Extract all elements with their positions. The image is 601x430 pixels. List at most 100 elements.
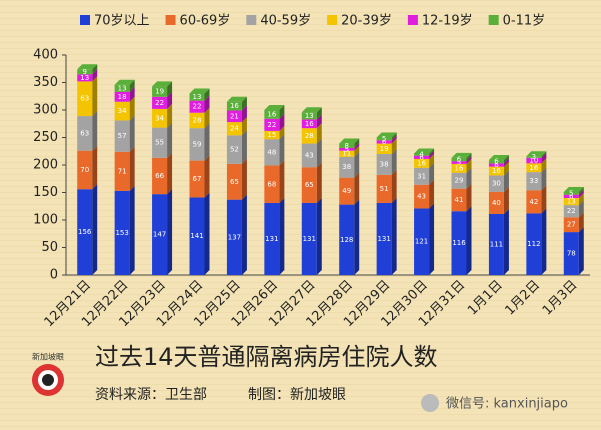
bar-side — [129, 86, 135, 102]
value-label: 28 — [193, 116, 202, 124]
bar-top — [488, 155, 509, 161]
value-label: 11 — [342, 150, 351, 158]
bar — [152, 194, 168, 275]
bar-side — [129, 115, 135, 152]
value-label: 31 — [417, 172, 426, 180]
bar-side — [429, 148, 435, 156]
bar — [451, 161, 467, 164]
bar — [114, 151, 130, 191]
bar — [414, 184, 430, 209]
bar-side — [92, 184, 98, 275]
y-tick-label: 100 — [33, 213, 58, 228]
value-label: 131 — [377, 235, 390, 243]
value-label: 141 — [190, 232, 203, 240]
bar-top — [301, 107, 322, 113]
value-label: 34 — [118, 107, 127, 115]
value-label: 3 — [532, 153, 536, 161]
bar-side — [578, 227, 584, 275]
bar — [301, 128, 317, 144]
bar-side — [241, 105, 247, 123]
legend-label: 12-19岁 — [422, 14, 473, 29]
bar — [226, 101, 242, 111]
value-label: 65 — [230, 178, 239, 186]
y-tick-label: 350 — [33, 75, 58, 90]
value-label: 78 — [567, 250, 576, 258]
bar-side — [354, 199, 360, 275]
value-label: 6 — [494, 161, 499, 169]
value-label: 13 — [118, 84, 127, 92]
y-tick-label: 300 — [33, 103, 58, 118]
bar-side — [391, 135, 397, 144]
legend-swatch — [246, 15, 257, 25]
bar — [376, 154, 392, 175]
value-label: 6 — [419, 153, 424, 161]
value-label: 48 — [267, 148, 276, 156]
bar-side — [354, 138, 360, 148]
bar-side — [503, 158, 509, 167]
bar-side — [316, 162, 322, 203]
y-tick-label: 400 — [33, 48, 58, 63]
value-label: 6 — [494, 158, 499, 166]
bar-side — [204, 155, 210, 198]
bar-side — [429, 203, 435, 275]
value-label: 55 — [155, 139, 164, 147]
bar — [339, 204, 355, 275]
bar-side — [354, 151, 360, 178]
bar — [339, 150, 355, 157]
value-label: 137 — [228, 233, 241, 241]
bar — [526, 190, 542, 214]
bar-side — [466, 206, 472, 275]
credit: 制图：新加坡眼 — [248, 387, 346, 403]
bar-side — [279, 113, 285, 131]
logo-text: 新加坡眼 — [32, 352, 64, 362]
value-label: 19 — [155, 88, 164, 96]
bar-side — [204, 95, 210, 113]
bar-side — [204, 123, 210, 161]
bar-side — [279, 197, 285, 275]
bar — [563, 198, 579, 206]
bar — [152, 108, 168, 128]
logo: 新加坡眼 — [32, 352, 64, 396]
bar — [414, 153, 430, 156]
bar-side — [503, 208, 509, 275]
bar-side — [279, 105, 285, 119]
bar — [376, 143, 392, 154]
legend-swatch — [488, 15, 499, 25]
value-label: 128 — [340, 236, 353, 244]
bar — [301, 143, 317, 168]
bar — [301, 119, 317, 129]
bar-side — [541, 151, 547, 158]
value-label: 5 — [457, 159, 461, 167]
bar — [264, 110, 280, 119]
bar-side — [578, 193, 584, 206]
bar-side — [354, 142, 360, 151]
bar-side — [541, 167, 547, 191]
bar-side — [167, 103, 173, 128]
bar — [414, 155, 430, 159]
bar — [301, 202, 317, 275]
wechat-icon — [421, 394, 439, 412]
value-label: 16 — [267, 110, 276, 118]
bar-side — [429, 162, 435, 185]
value-label: 67 — [193, 175, 202, 183]
value-label: 22 — [193, 103, 202, 111]
bar-top — [526, 151, 547, 157]
value-label: 16 — [230, 102, 239, 110]
bar — [526, 172, 542, 191]
legend-swatch — [165, 15, 176, 25]
bar — [376, 202, 392, 275]
value-label: 24 — [230, 125, 239, 133]
bar — [301, 112, 317, 120]
bar — [451, 172, 467, 189]
value-label: 63 — [80, 129, 89, 137]
value-label: 22 — [267, 121, 276, 129]
value-label: 131 — [265, 235, 278, 243]
value-label: 19 — [380, 145, 389, 153]
bar — [451, 157, 467, 162]
bar — [226, 199, 242, 275]
bar-side — [541, 208, 547, 275]
chart-title: 过去14天普通隔离病房住院人数 — [95, 343, 438, 371]
bar-side — [391, 138, 397, 154]
bar-side — [578, 212, 584, 233]
value-label: 49 — [342, 187, 351, 195]
